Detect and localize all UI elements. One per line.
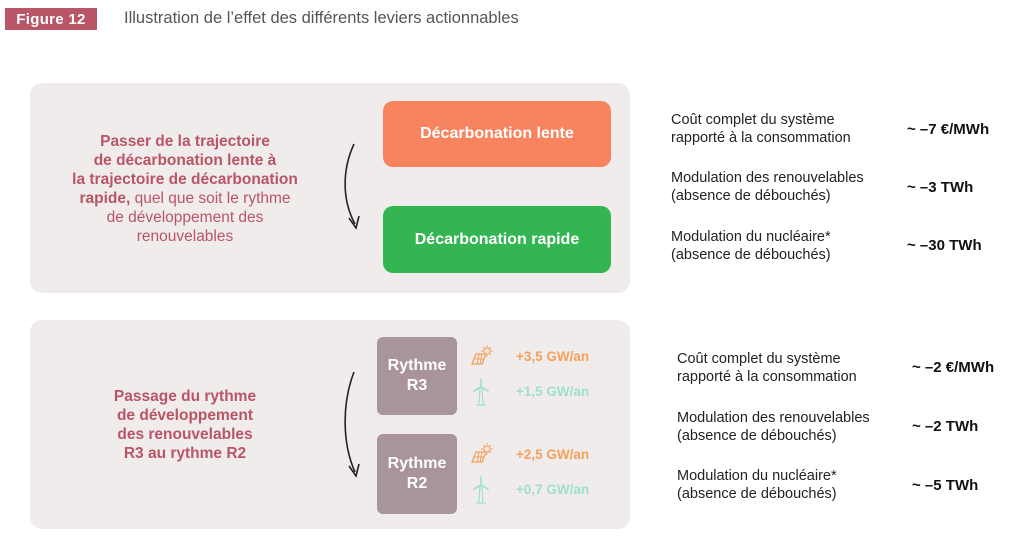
- decarbonation-rapide-box: Décarbonation rapide: [383, 206, 611, 273]
- r3-wind-value: +1,5 GW/an: [516, 384, 590, 399]
- solar-panel-icon: [471, 443, 493, 463]
- metric-renouvelables-label: Modulation des renouvelables (absence de …: [671, 170, 864, 204]
- metric-renouvelables-label: Modulation des renouvelables (absence de …: [677, 410, 870, 444]
- figure-title: Illustration de l’effet des différents l…: [124, 9, 519, 27]
- metric-renouvelables-value: ~ –3 TWh: [907, 179, 974, 196]
- lever-2-description: Passage du rythme de développement des r…: [113, 388, 257, 462]
- lever-2-panel: [30, 320, 630, 529]
- metric-renouvelables-value: ~ –2 TWh: [912, 418, 979, 435]
- metric-cost-value: ~ –2 €/MWh: [912, 359, 995, 376]
- metric-cost-value: ~ –7 €/MWh: [907, 121, 990, 138]
- r2-wind-value: +0,7 GW/an: [516, 482, 590, 497]
- r2-solar-value: +2,5 GW/an: [516, 447, 590, 462]
- r3-solar-value: +3,5 GW/an: [516, 349, 590, 364]
- transition-arrow-icon: [344, 371, 360, 478]
- metric-nucleaire-value: ~ –5 TWh: [912, 477, 979, 494]
- solar-panel-icon: [471, 345, 493, 365]
- transition-arrow-icon: [344, 143, 360, 230]
- metric-nucleaire-label: Modulation du nucléaire* (absence de débo…: [671, 229, 831, 263]
- decarbonation-lente-box: Décarbonation lente: [383, 101, 611, 167]
- metric-nucleaire-label: Modulation du nucléaire* (absence de débo…: [677, 468, 837, 502]
- rythme-r2-box: Rythme R2: [377, 434, 457, 514]
- wind-turbine-icon: [473, 476, 489, 504]
- figure-label: Figure 12: [5, 8, 97, 30]
- rythme-r3-box: Rythme R3: [377, 337, 457, 415]
- metric-cost-label: Coût complet du système rapporté à la con…: [671, 112, 851, 146]
- metric-cost-label: Coût complet du système rapporté à la con…: [677, 351, 857, 385]
- lever-1-description: Passer de la trajectoire de décarbonatio…: [72, 133, 298, 245]
- metric-nucleaire-value: ~ –30 TWh: [907, 237, 982, 254]
- wind-turbine-icon: [473, 378, 489, 406]
